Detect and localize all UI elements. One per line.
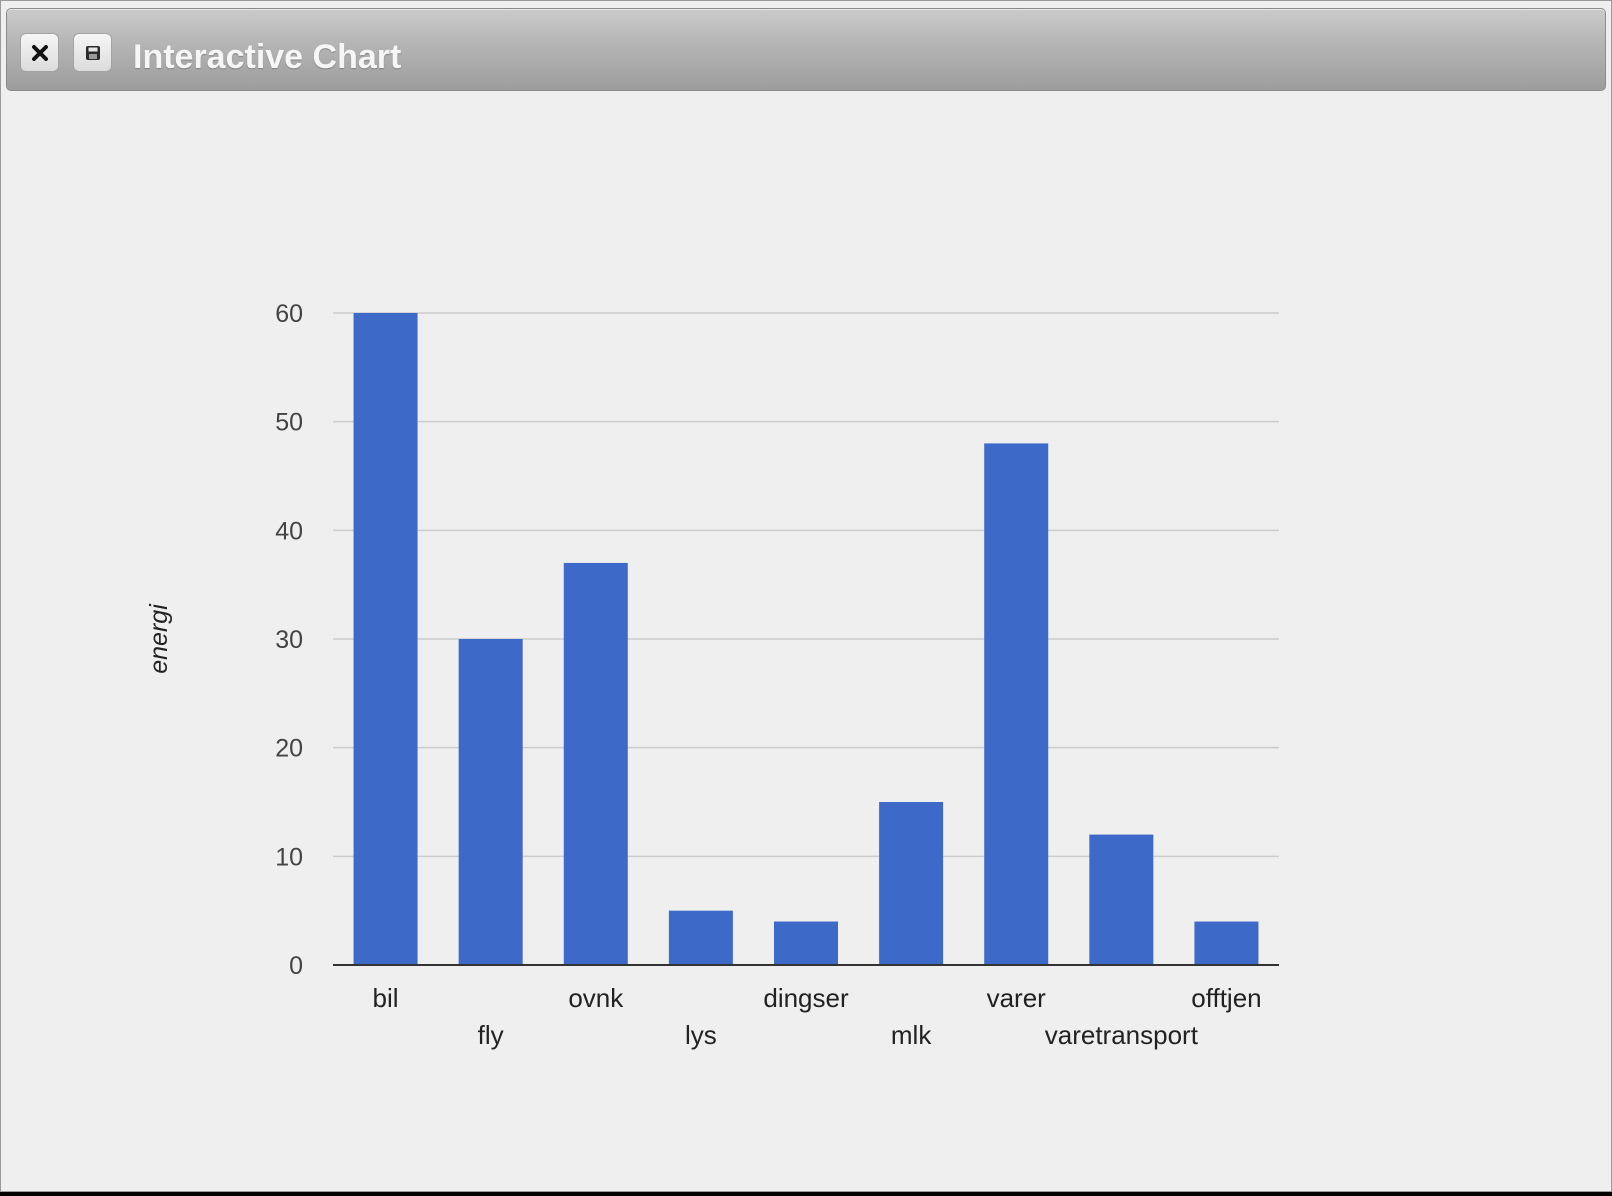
x-tick-label: mlk <box>891 1020 932 1050</box>
y-tick-label: 10 <box>275 843 303 871</box>
labels: 0 10 20 30 40 50 60 bil fly ovnk lys dingser mlk vare… <box>145 300 1262 1050</box>
x-tick-label: fly <box>478 1020 504 1050</box>
bar-offtjen[interactable] <box>1194 921 1259 965</box>
x-tick-label: offtjen <box>1191 983 1261 1013</box>
x-tick-label: varer <box>987 983 1047 1013</box>
x-tick-label: dingser <box>763 983 849 1013</box>
y-tick-label: 40 <box>275 517 303 545</box>
y-tick-label: 30 <box>275 626 303 654</box>
bar-varer[interactable] <box>984 443 1049 965</box>
save-icon <box>85 45 100 60</box>
bar-fly[interactable] <box>458 639 523 965</box>
title-bar[interactable]: Interactive Chart <box>6 8 1606 91</box>
x-tick-label: varetransport <box>1045 1020 1199 1050</box>
y-axis-title: energi <box>145 603 173 674</box>
close-icon <box>31 44 48 61</box>
save-button[interactable] <box>73 33 112 72</box>
bar-lys[interactable] <box>668 910 733 965</box>
y-tick-label: 20 <box>275 735 303 763</box>
bar-dingser[interactable] <box>774 921 838 965</box>
x-tick-label: ovnk <box>568 983 624 1013</box>
bar-ovnk[interactable] <box>563 562 628 965</box>
close-button[interactable] <box>20 33 59 72</box>
bars <box>353 313 1259 965</box>
x-tick-label: lys <box>685 1020 717 1050</box>
x-tick-label: bil <box>373 983 399 1013</box>
bar-mlk[interactable] <box>879 802 944 965</box>
y-tick-label: 50 <box>275 409 303 437</box>
bar-varetransport[interactable] <box>1089 834 1154 965</box>
bar-bil[interactable] <box>353 313 418 965</box>
y-tick-label: 0 <box>289 952 303 980</box>
window-title: Interactive Chart <box>133 38 402 76</box>
y-tick-label: 60 <box>275 300 303 328</box>
